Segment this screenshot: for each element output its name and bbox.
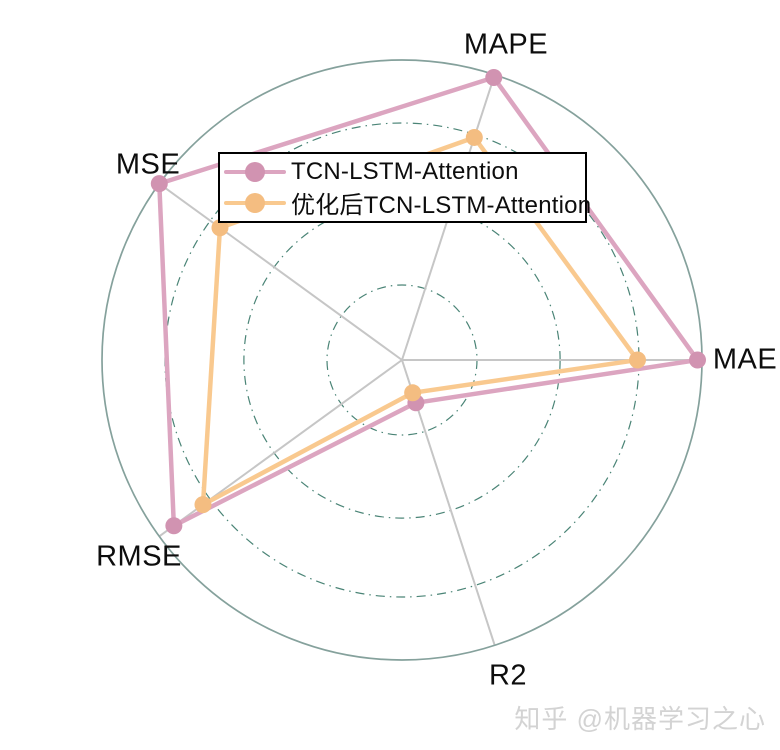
axis-label-mape: MAPE <box>463 28 549 61</box>
axis-label-mae: MAE <box>712 343 778 376</box>
series-marker <box>165 517 183 535</box>
series-marker <box>404 384 422 402</box>
watermark: 知乎 @机器学习之心 <box>514 704 766 734</box>
series-polygon-0 <box>157 75 700 529</box>
series-marker <box>211 219 229 237</box>
series-marker <box>465 128 483 146</box>
legend-dot-icon <box>245 161 265 182</box>
series-marker <box>194 496 212 514</box>
legend-label: 优化后TCN-LSTM-Attention <box>291 192 592 219</box>
legend-marker-series-1 <box>224 161 286 183</box>
axis-label-mse: MSE <box>115 148 181 181</box>
series-marker <box>150 175 168 193</box>
series-marker <box>689 351 706 369</box>
legend-marker-series-2 <box>224 192 286 214</box>
series-marker <box>485 69 503 87</box>
legend-dot-icon <box>245 192 265 213</box>
series-marker <box>629 351 646 369</box>
legend-label: TCN-LSTM-Attention <box>291 157 519 185</box>
axis-label-rmse: RMSE <box>96 540 182 573</box>
legend: TCN-LSTM-Attention 优化后TCN-LSTM-Attention <box>218 152 591 223</box>
legend-item: TCN-LSTM-Attention <box>224 156 581 187</box>
axis-label-r2: R2 <box>488 659 528 692</box>
legend-item: 优化后TCN-LSTM-Attention <box>224 187 591 219</box>
axis-spoke <box>158 359 403 538</box>
axis-spoke <box>158 182 403 361</box>
